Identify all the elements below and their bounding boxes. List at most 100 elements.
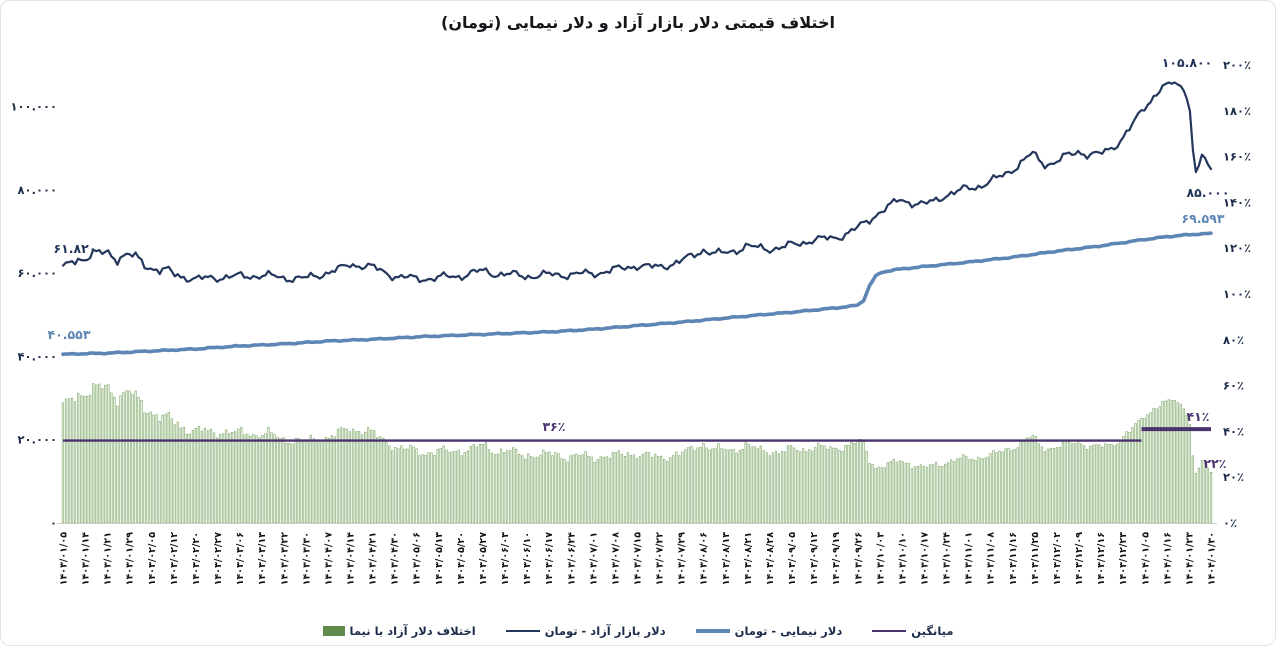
diff-bar xyxy=(1104,443,1107,524)
x-tick: ۱۴۰۳/۱۲/۰۲ xyxy=(1052,532,1063,586)
diff-bar xyxy=(400,445,403,524)
diff-bar xyxy=(947,462,950,524)
diff-bar xyxy=(814,447,817,524)
right-tick-label: ۱۸۰٪ xyxy=(1223,104,1251,118)
diff-bar xyxy=(995,452,998,524)
diff-bar xyxy=(391,450,394,524)
diff-bar xyxy=(919,464,923,524)
diff-bar xyxy=(140,400,143,524)
diff-bar xyxy=(518,453,521,524)
x-tick-label: ۱۴۰۳/۰۸/۲۸ xyxy=(765,532,776,586)
x-tick-label: ۱۴۰۳/۰۲/۰۵ xyxy=(147,532,158,586)
diff-bar xyxy=(771,452,775,524)
diff-bar xyxy=(448,451,451,524)
diff-bar xyxy=(789,445,793,524)
diff-bar xyxy=(907,462,910,524)
diff-bar xyxy=(777,453,781,524)
x-tick: ۱۴۰۳/۱۰/۲۴ xyxy=(942,532,953,586)
diff-bar xyxy=(484,442,488,524)
diff-bar xyxy=(838,450,841,524)
diff-bar xyxy=(632,454,636,524)
diff-bar xyxy=(1137,420,1140,524)
diff-bar xyxy=(270,432,273,524)
x-tick-label: ۱۴۰۳/۰۳/۳۰ xyxy=(301,532,312,585)
x-tick-label: ۱۴۰۴/۰۱/۳۰ xyxy=(1207,532,1218,585)
diff-bar xyxy=(895,461,898,524)
diff-bar xyxy=(928,464,932,524)
diff-bar xyxy=(705,447,708,524)
diff-bar xyxy=(300,439,303,524)
diff-bar xyxy=(67,398,71,524)
diff-bar xyxy=(823,445,826,524)
legend-label-average: میانگین xyxy=(911,624,954,638)
x-tick: ۱۴۰۳/۰۳/۳۰ xyxy=(301,532,312,585)
diff-bar xyxy=(548,451,551,524)
diff-bar xyxy=(158,420,161,524)
diff-bar xyxy=(1058,447,1062,524)
diff-bar xyxy=(1125,431,1128,524)
x-tick-label: ۱۴۰۳/۰۵/۱۳ xyxy=(434,532,445,586)
annotation-free-peak: ۱۰۵.۸۰۰ xyxy=(1162,55,1213,70)
diff-bar xyxy=(128,390,131,524)
diff-bar xyxy=(811,450,814,524)
diff-bar xyxy=(898,460,901,524)
diff-bar xyxy=(904,462,907,524)
x-tick-label: ۱۴۰۳/۰۹/۱۹ xyxy=(831,532,842,586)
annotation-last-diff: ۲۲٪ xyxy=(1204,456,1227,471)
x-tick: ۱۴۰۳/۰۹/۰۵ xyxy=(787,532,798,586)
legend: اختلاف دلار آزاد با نیما دلار بازار آزاد… xyxy=(1,624,1275,638)
x-tick-label: ۱۴۰۳/۰۱/۰۵ xyxy=(59,532,70,586)
diff-bar xyxy=(1061,441,1065,524)
x-tick-label: ۱۴۰۳/۰۶/۲۴ xyxy=(566,532,577,586)
left-tick-label: ۴۰.۰۰۰ xyxy=(18,350,57,364)
diff-bar xyxy=(291,443,294,524)
diff-bar xyxy=(971,458,974,524)
legend-item-free-market: دلار بازار آزاد - تومان xyxy=(505,624,666,638)
diff-bar xyxy=(796,450,799,524)
diff-bar xyxy=(176,421,179,524)
diff-bar xyxy=(1113,445,1116,524)
diff-bar xyxy=(228,433,231,524)
diff-bar xyxy=(962,454,965,524)
diff-bar xyxy=(388,445,391,524)
diff-bar xyxy=(817,442,820,524)
diff-bar xyxy=(134,390,137,524)
diff-bar xyxy=(581,454,584,524)
diff-bar xyxy=(282,437,285,524)
diff-bar xyxy=(741,449,744,524)
diff-bar xyxy=(693,450,696,524)
x-tick-label: ۱۴۰۳/۱۰/۰۳ xyxy=(875,532,886,586)
x-tick-label: ۱۴۰۳/۰۵/۲۰ xyxy=(456,532,467,585)
diff-bar xyxy=(678,455,681,524)
left-tick-label: ۸۰.۰۰۰ xyxy=(18,183,57,197)
diff-bar xyxy=(527,453,530,524)
x-tick-label: ۱۴۰۳/۰۹/۲۶ xyxy=(853,532,864,585)
diff-bar xyxy=(792,447,796,524)
diff-bar xyxy=(1131,427,1134,524)
diff-bar xyxy=(288,442,291,524)
diff-bar xyxy=(654,453,657,524)
diff-bar xyxy=(1209,472,1213,524)
diff-bar xyxy=(110,392,113,524)
diff-bar xyxy=(442,445,445,524)
diff-bar xyxy=(170,418,173,524)
diff-bar xyxy=(530,456,533,524)
x-tick-label: ۱۴۰۴/۰۱/۰۵ xyxy=(1140,532,1151,586)
diff-bar xyxy=(496,453,500,524)
x-tick: ۱۴۰۳/۰۱/۲۱ xyxy=(103,532,114,585)
diff-bar xyxy=(415,448,418,524)
diff-bar xyxy=(502,452,506,524)
diff-bar xyxy=(560,458,563,524)
diff-bar xyxy=(436,448,439,524)
diff-bar xyxy=(433,455,436,524)
diff-bar xyxy=(569,455,572,524)
diff-bar xyxy=(1052,448,1056,524)
free-market-line-swatch-icon xyxy=(505,629,540,633)
x-tick: ۱۴۰۳/۱۲/۲۳ xyxy=(1118,532,1129,586)
diff-bar xyxy=(1089,445,1092,524)
diff-bar xyxy=(243,434,246,524)
diff-bar xyxy=(672,455,675,524)
nima-line xyxy=(61,231,1213,357)
diff-bar xyxy=(261,435,264,524)
